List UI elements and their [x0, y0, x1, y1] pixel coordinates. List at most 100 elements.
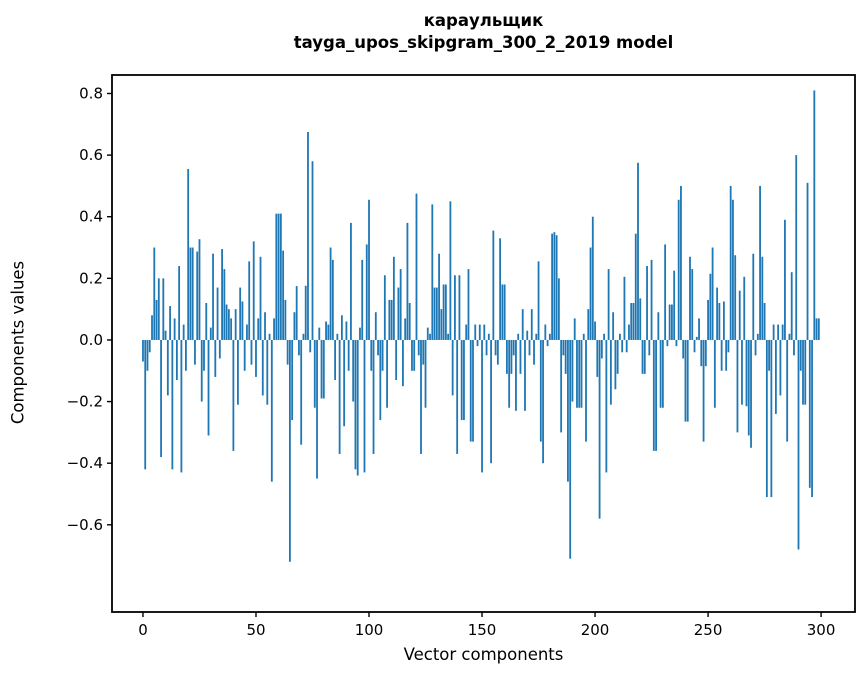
- vector-component-bar: [406, 222, 409, 340]
- vector-component-bar: [435, 287, 438, 340]
- vector-component-bar: [291, 339, 294, 421]
- vector-component-bar: [307, 132, 309, 340]
- vector-component-bar: [207, 339, 210, 436]
- vector-component-bar: [494, 339, 497, 356]
- vector-component-bar: [241, 301, 244, 340]
- vector-component-bar: [216, 287, 219, 340]
- vector-component-bar: [526, 330, 529, 340]
- vector-component-bar: [603, 333, 605, 340]
- vector-component-bar: [268, 333, 271, 340]
- vector-component-bar: [171, 339, 174, 470]
- vector-component-bar: [596, 339, 599, 377]
- vector-component-bar: [582, 333, 585, 340]
- vector-component-bar: [634, 233, 637, 340]
- vector-component-bar: [465, 324, 468, 340]
- vector-component-bar: [370, 339, 373, 371]
- vector-component-bar: [273, 318, 275, 340]
- vector-component-bar: [286, 339, 289, 365]
- vector-component-bar: [684, 339, 687, 422]
- vector-component-bar: [277, 213, 280, 340]
- vector-component-bar: [356, 339, 359, 476]
- vector-component-bar: [544, 324, 547, 340]
- vector-component-bar: [250, 339, 253, 365]
- vector-component-bar: [218, 339, 221, 359]
- vector-component-bar: [546, 339, 549, 347]
- vector-component-bar: [772, 324, 775, 340]
- vector-component-bar: [759, 185, 761, 340]
- vector-component-bar: [413, 339, 416, 371]
- vector-component-bar: [279, 213, 282, 340]
- vector-component-bar: [571, 339, 574, 402]
- vector-component-bar: [313, 339, 316, 408]
- vector-component-bar: [567, 339, 569, 482]
- vector-component-bar: [548, 333, 551, 340]
- vector-component-bar: [503, 284, 506, 340]
- vector-component-bar: [451, 339, 454, 396]
- vector-component-bar: [402, 339, 404, 387]
- vector-component-bar: [704, 339, 707, 367]
- vector-component-bar: [700, 339, 703, 367]
- vector-component-bar: [194, 339, 196, 365]
- vector-component-bar: [515, 339, 517, 411]
- vector-component-bar: [641, 339, 644, 374]
- vector-component-bar: [212, 253, 214, 340]
- vector-component-bar: [763, 302, 766, 340]
- vector-component-bar: [576, 339, 578, 408]
- vector-component-bar: [716, 287, 719, 340]
- x-tick-label: 150: [468, 621, 497, 639]
- vector-component-bar: [675, 339, 678, 347]
- chart-title: караульщик tayga_upos_skipgram_300_2_201…: [112, 10, 855, 53]
- vector-component-bar: [505, 339, 508, 374]
- vector-component-bar: [490, 339, 492, 464]
- vector-component-bar: [392, 256, 395, 340]
- vector-component-bar: [160, 339, 162, 458]
- vector-component-bar: [420, 339, 422, 454]
- plot-border: [111, 74, 856, 613]
- vector-component-bar: [243, 339, 246, 371]
- vector-component-bar: [472, 339, 474, 442]
- vector-component-bar: [148, 339, 151, 353]
- vector-component-bar: [463, 339, 465, 421]
- vector-component-bar: [587, 309, 590, 340]
- vector-component-bar: [444, 284, 447, 340]
- vector-component-bar: [225, 304, 228, 340]
- vector-component-bar: [438, 253, 440, 340]
- vector-component-bar: [777, 324, 780, 340]
- vector-component-bar: [612, 312, 615, 340]
- vector-component-bar: [379, 339, 382, 421]
- vector-component-bar: [569, 339, 572, 559]
- vector-component-bar: [293, 312, 296, 340]
- vector-component-bar: [530, 309, 533, 340]
- x-tick-label: 0: [138, 621, 148, 639]
- vector-component-bar: [680, 185, 682, 340]
- vector-component-bar: [449, 201, 452, 340]
- vector-component-bar: [343, 339, 346, 427]
- vector-component-bar: [485, 339, 488, 356]
- vector-component-bar: [578, 339, 581, 408]
- vector-component-bar: [467, 269, 470, 340]
- vector-component-bar: [350, 222, 352, 340]
- vector-component-bar: [655, 339, 657, 451]
- vector-component-bar: [702, 339, 705, 442]
- vector-component-bar: [223, 269, 226, 340]
- y-tick-label: −0.2: [67, 393, 103, 411]
- vector-component-bar: [261, 339, 264, 396]
- vector-component-bar: [788, 333, 791, 340]
- vector-component-bar: [433, 287, 436, 340]
- vector-component-bar: [551, 233, 554, 340]
- vector-component-bar: [359, 327, 361, 340]
- vector-component-bar: [734, 255, 737, 340]
- vector-component-bar: [770, 339, 773, 498]
- vector-component-bar: [813, 90, 816, 340]
- vector-component-bar: [781, 324, 784, 340]
- vector-component-bar: [625, 339, 628, 353]
- vector-component-bar: [322, 339, 325, 399]
- vector-component-bar: [198, 239, 201, 340]
- vector-component-bar: [422, 339, 425, 365]
- vector-component-bar: [381, 339, 384, 371]
- vector-component-bar: [288, 339, 291, 562]
- vector-component-bar: [187, 168, 190, 340]
- y-tick-label: 0.0: [79, 331, 103, 349]
- vector-component-bar: [646, 266, 648, 340]
- vector-component-bar: [666, 339, 669, 347]
